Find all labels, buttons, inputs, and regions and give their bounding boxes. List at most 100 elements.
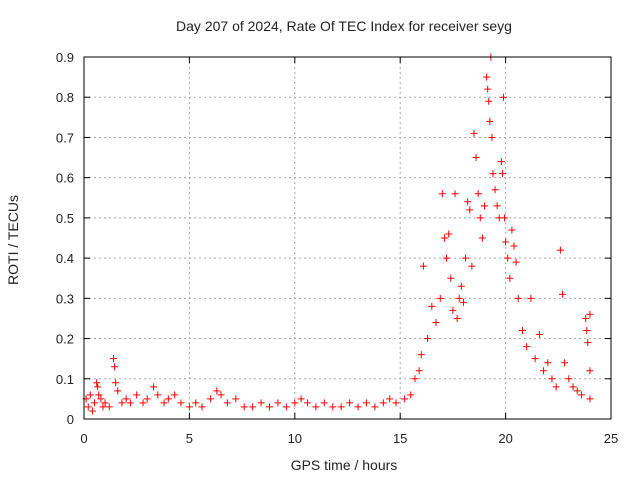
data-point (91, 399, 99, 407)
y-axis-ticks: 0 0.1 0.2 0.3 0.4 0.5 0.6 0.7 0.8 0.9 (56, 50, 611, 427)
data-point (84, 403, 92, 411)
data-point (400, 395, 408, 403)
data-point (499, 93, 507, 101)
data-point (504, 254, 512, 262)
data-point (93, 379, 101, 387)
data-point (498, 170, 506, 178)
data-point (540, 367, 548, 375)
data-point (476, 214, 484, 222)
data-point (240, 403, 248, 411)
data-point (457, 282, 465, 290)
x-tick-label: 25 (604, 431, 618, 446)
data-point (512, 258, 520, 266)
data-point (407, 391, 415, 399)
data-point (582, 314, 590, 322)
data-point (531, 355, 539, 363)
data-point (88, 407, 96, 415)
y-tick-label: 0.1 (56, 372, 74, 387)
data-point (535, 331, 543, 339)
data-point (223, 399, 231, 407)
data-point (428, 302, 436, 310)
data-point (468, 262, 476, 270)
data-point (552, 383, 560, 391)
data-point (489, 170, 497, 178)
data-point (445, 230, 453, 238)
data-point (192, 399, 200, 407)
data-point (449, 306, 457, 314)
data-point (362, 399, 370, 407)
data-point (126, 399, 134, 407)
data-point (478, 234, 486, 242)
data-point (94, 383, 102, 391)
data-point (139, 399, 147, 407)
data-point (493, 202, 501, 210)
data-point (303, 399, 311, 407)
plot-frame (83, 56, 612, 420)
data-point (447, 274, 455, 282)
data-point (282, 403, 290, 411)
y-tick-label: 0.6 (56, 171, 74, 186)
x-tick-label: 15 (393, 431, 407, 446)
data-points (82, 53, 594, 415)
data-point (291, 399, 299, 407)
data-point (111, 363, 119, 371)
data-point (118, 399, 126, 407)
data-point (561, 359, 569, 367)
data-point (497, 158, 505, 166)
x-tick-label: 10 (288, 431, 302, 446)
data-point (297, 395, 305, 403)
data-point (232, 395, 240, 403)
data-point (320, 399, 328, 407)
data-point (472, 154, 480, 162)
data-point (502, 238, 510, 246)
data-point (97, 395, 105, 403)
data-point (312, 403, 320, 411)
data-point (518, 327, 526, 335)
x-axis-label: GPS time / hours (291, 457, 398, 473)
data-point (506, 274, 514, 282)
data-point (527, 294, 535, 302)
data-point (586, 310, 594, 318)
data-point (451, 190, 459, 198)
data-point (565, 375, 573, 383)
x-tick-label: 0 (80, 431, 87, 446)
data-point (95, 391, 103, 399)
data-point (206, 395, 214, 403)
data-point (114, 387, 122, 395)
data-point (110, 355, 118, 363)
data-point (443, 254, 451, 262)
data-point (514, 294, 522, 302)
y-tick-label: 0.7 (56, 130, 74, 145)
data-point (459, 298, 467, 306)
data-point (329, 403, 337, 411)
data-point (485, 97, 493, 105)
data-point (171, 391, 179, 399)
data-point (586, 395, 594, 403)
data-point (133, 391, 141, 399)
data-point (266, 403, 274, 411)
data-point (583, 327, 591, 335)
data-point (584, 339, 592, 347)
data-point (185, 403, 193, 411)
data-point (462, 254, 470, 262)
data-point (86, 391, 94, 399)
data-point (440, 234, 448, 242)
data-point (354, 403, 362, 411)
data-point (432, 318, 440, 326)
data-point (164, 395, 172, 403)
data-point (544, 359, 552, 367)
data-point (217, 391, 225, 399)
data-point (484, 85, 492, 93)
data-point (470, 129, 478, 137)
data-point (337, 403, 345, 411)
data-point (154, 391, 162, 399)
data-point (453, 314, 461, 322)
data-point (573, 387, 581, 395)
data-point (419, 262, 427, 270)
grid-layer (84, 57, 611, 419)
data-point (346, 399, 354, 407)
x-tick-label: 5 (186, 431, 193, 446)
data-point (213, 387, 221, 395)
data-point (101, 399, 109, 407)
y-tick-label: 0.4 (56, 251, 74, 266)
